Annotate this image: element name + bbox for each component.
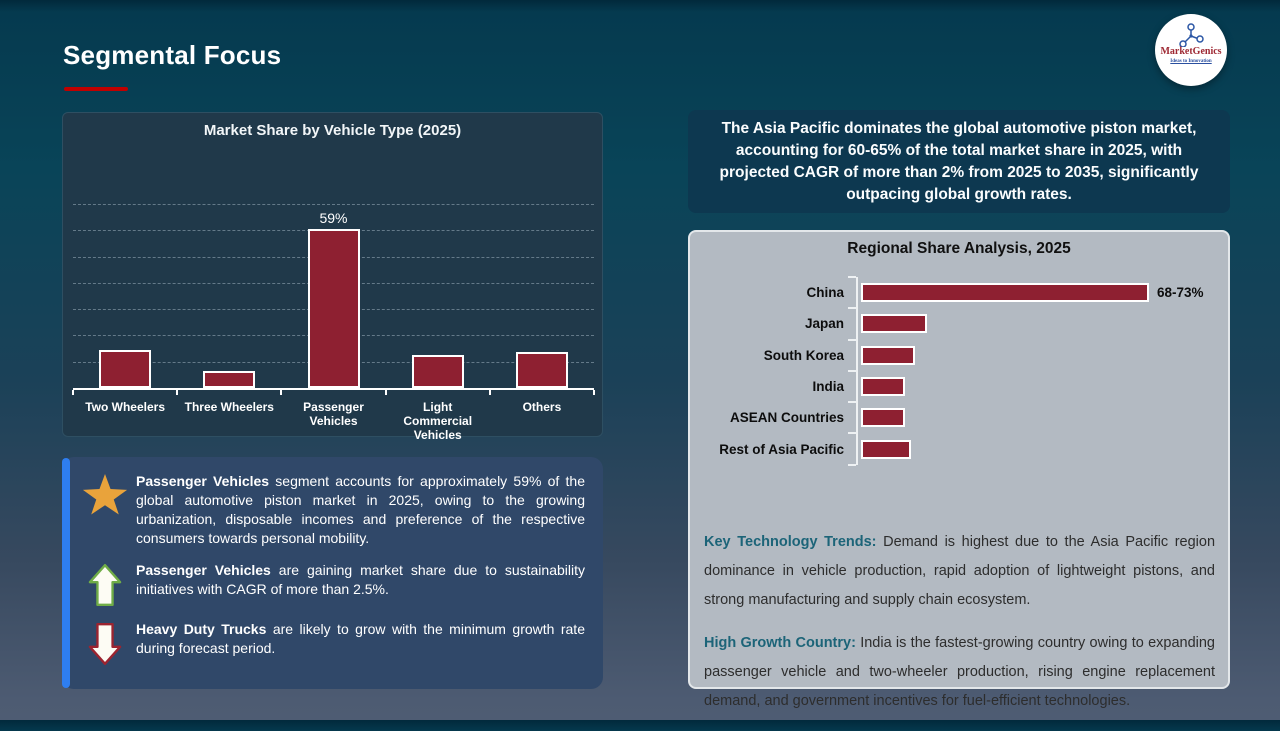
- bar-three-wheelers: [203, 371, 256, 388]
- vehicle-type-bars: 59%: [73, 204, 594, 388]
- insight-item: Heavy Duty Trucks are likely to grow wit…: [74, 620, 585, 666]
- bar-rest-of-asia-pacific: [861, 439, 911, 459]
- bar-slot-three-wheelers: [177, 204, 281, 388]
- insight-text: Heavy Duty Trucks are likely to grow wit…: [136, 620, 585, 658]
- logo-name: MarketGenics: [1160, 46, 1222, 57]
- note-key-technology-trends: Key Technology Trends: Demand is highest…: [704, 528, 1215, 615]
- bar-china: [861, 283, 1149, 303]
- vehicle-type-chart-panel: Market Share by Vehicle Type (2025) 59% …: [62, 112, 603, 442]
- region-row-china: China 68-73%: [704, 275, 1218, 309]
- asia-pacific-highlight-text: The Asia Pacific dominates the global au…: [719, 119, 1199, 203]
- note-label: High Growth Country:: [704, 635, 856, 651]
- logo-tagline: Ideas to Innovation: [1170, 59, 1212, 64]
- x-label-light-commercial-vehicles: Light Commercial Vehicles: [403, 400, 473, 442]
- data-label-passenger-vehicles: 59%: [319, 210, 348, 226]
- x-axis-labels: Two Wheelers Three Wheelers Passenger Vehi…: [73, 400, 594, 442]
- bar-others: [515, 352, 568, 388]
- insight-bold-lead: Passenger Vehicles: [136, 473, 270, 489]
- region-label-china: China: [806, 285, 844, 301]
- region-row-india: India: [704, 369, 1218, 403]
- title-underline: [64, 87, 128, 91]
- insight-item: Passenger Vehicles are gaining market sh…: [74, 561, 585, 607]
- x-label-passenger-vehicles: Passenger Vehicles: [303, 400, 364, 428]
- region-row-rest-of-asia-pacific: Rest of Asia Pacific: [704, 432, 1218, 467]
- regional-chart-title: Regional Share Analysis, 2025: [847, 240, 1071, 257]
- insight-body: segment accounts for approximately 59% o…: [136, 473, 585, 546]
- insight-body: are likely to grow with the minimum grow…: [136, 621, 585, 656]
- region-bar-area: [848, 401, 1218, 434]
- regional-share-panel: Regional Share Analysis, 2025 China 68-73…: [688, 230, 1230, 709]
- regional-notes: Key Technology Trends: Demand is highest…: [704, 513, 1215, 731]
- region-row-south-korea: South Korea: [704, 338, 1218, 371]
- vehicle-type-plot-area: 59%: [72, 204, 595, 395]
- region-row-asean-countries: ASEAN Countries: [704, 401, 1218, 434]
- asia-pacific-highlight-box: The Asia Pacific dominates the global au…: [688, 110, 1230, 213]
- down-arrow-icon: [88, 622, 122, 666]
- insight-bold-lead: Heavy Duty Trucks: [136, 621, 267, 637]
- region-label-japan: Japan: [804, 316, 844, 332]
- bar-two-wheelers: [99, 350, 152, 388]
- bar-india: [861, 377, 905, 397]
- region-bar-area: 68-73%: [848, 275, 1218, 309]
- axis-tick: [384, 390, 387, 395]
- note-body: India is the fastest-growing country owi…: [704, 635, 1215, 709]
- insight-item: Passenger Vehicles segment accounts for …: [74, 472, 585, 548]
- insight-text: Passenger Vehicles are gaining market sh…: [136, 561, 585, 599]
- up-arrow-icon: [88, 563, 122, 607]
- x-label-others: Others: [522, 400, 562, 414]
- x-label-two-wheelers: Two Wheelers: [85, 400, 165, 414]
- region-label-asean-countries: ASEAN Countries: [729, 410, 844, 426]
- x-axis-ticks: [72, 388, 595, 395]
- bar-slot-two-wheelers: [73, 204, 177, 388]
- region-bar-area: [848, 307, 1218, 340]
- bar-slot-light-commercial-vehicles: [386, 204, 490, 388]
- region-bar-area: [848, 369, 1218, 403]
- axis-tick: [176, 390, 179, 395]
- region-bar-area: [848, 432, 1218, 467]
- page-title: Segmental Focus: [63, 40, 282, 70]
- insight-accent-stripe: [62, 458, 70, 688]
- bar-south-korea: [861, 345, 915, 365]
- insight-text: Passenger Vehicles segment accounts for …: [136, 472, 585, 548]
- regional-bar-chart: China 68-73% Japan South Korea India ASEAN Co…: [704, 275, 1218, 467]
- region-label-rest-of-asia-pacific: Rest of Asia Pacific: [719, 441, 844, 457]
- insight-body: are gaining market share due to sustaina…: [136, 562, 585, 597]
- region-bar-area: [848, 338, 1218, 371]
- insight-bold-lead: Passenger Vehicles: [136, 562, 271, 578]
- region-label-india: India: [812, 379, 844, 395]
- bar-passenger-vehicles: [307, 229, 360, 388]
- note-label: Key Technology Trends:: [704, 533, 877, 550]
- insight-box: Passenger Vehicles segment accounts for …: [62, 457, 603, 689]
- bar-japan: [861, 314, 927, 334]
- bar-slot-others: [490, 204, 594, 388]
- marketgenics-logo: MarketGenics Ideas to Innovation: [1155, 14, 1227, 86]
- axis-tick: [593, 390, 595, 395]
- bar-asean-countries: [861, 408, 905, 428]
- data-label-china: 68-73%: [1157, 285, 1204, 301]
- axis-tick: [72, 390, 74, 395]
- region-row-japan: Japan: [704, 307, 1218, 340]
- molecule-icon: [1179, 23, 1204, 47]
- bar-slot-passenger-vehicles: 59%: [281, 204, 385, 388]
- note-high-growth-country: High Growth Country: India is the fastes…: [704, 629, 1215, 716]
- bar-light-commercial-vehicles: [411, 355, 464, 388]
- x-label-three-wheelers: Three Wheelers: [184, 400, 274, 414]
- axis-tick: [488, 390, 491, 395]
- region-label-south-korea: South Korea: [763, 347, 844, 363]
- vehicle-type-chart-title: Market Share by Vehicle Type (2025): [203, 122, 462, 139]
- star-icon: [82, 474, 128, 515]
- note-body: Demand is highest due to the Asia Pacifi…: [704, 533, 1216, 608]
- gridline: [73, 204, 594, 205]
- axis-tick: [280, 390, 283, 395]
